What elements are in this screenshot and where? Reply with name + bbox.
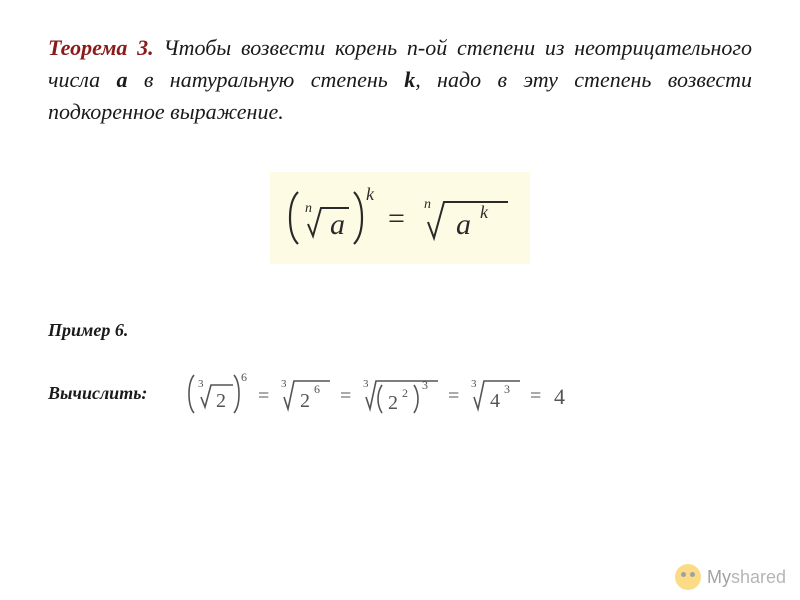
svg-text:6: 6 [241, 370, 247, 384]
smiley-icon [675, 564, 701, 590]
theorem-var-k: k [404, 67, 415, 92]
svg-text:=: = [530, 385, 541, 407]
svg-text:4: 4 [554, 384, 565, 409]
svg-text:2: 2 [216, 390, 226, 412]
svg-text:=: = [340, 385, 351, 407]
svg-text:4: 4 [490, 390, 500, 412]
svg-text:3: 3 [504, 382, 510, 396]
svg-text:k: k [480, 202, 489, 222]
svg-text:6: 6 [314, 382, 320, 396]
svg-text:3: 3 [198, 378, 204, 390]
theorem-var-a: а [117, 67, 128, 92]
svg-text:a: a [330, 208, 345, 241]
svg-text:2: 2 [388, 392, 398, 414]
compute-label: Вычислить: [48, 383, 168, 404]
example-label: Пример 6. [48, 320, 752, 341]
svg-text:n: n [424, 197, 431, 212]
example-formula: 3 2 6 = 3 2 6 = 3 2 2 [186, 367, 666, 421]
svg-text:2: 2 [402, 386, 408, 400]
theorem-title: Теорема 3. [48, 35, 154, 60]
svg-text:=: = [388, 202, 405, 235]
main-formula: n a k = n a k [280, 178, 520, 258]
main-formula-box: n a k = n a k [270, 172, 530, 264]
svg-text:k: k [366, 184, 375, 204]
svg-text:=: = [448, 385, 459, 407]
svg-text:=: = [258, 385, 269, 407]
watermark: Myshared [675, 564, 786, 590]
svg-text:n: n [305, 201, 312, 216]
theorem-body-p2: в натуральную степень [128, 67, 405, 92]
svg-text:a: a [456, 208, 471, 241]
svg-text:3: 3 [422, 378, 428, 392]
svg-text:3: 3 [281, 378, 287, 390]
watermark-text: Myshared [707, 567, 786, 588]
theorem-paragraph: Теорема 3. Чтобы возвести корень п-ой ст… [48, 32, 752, 128]
svg-text:3: 3 [471, 378, 477, 390]
svg-text:2: 2 [300, 390, 310, 412]
svg-text:3: 3 [363, 378, 369, 390]
